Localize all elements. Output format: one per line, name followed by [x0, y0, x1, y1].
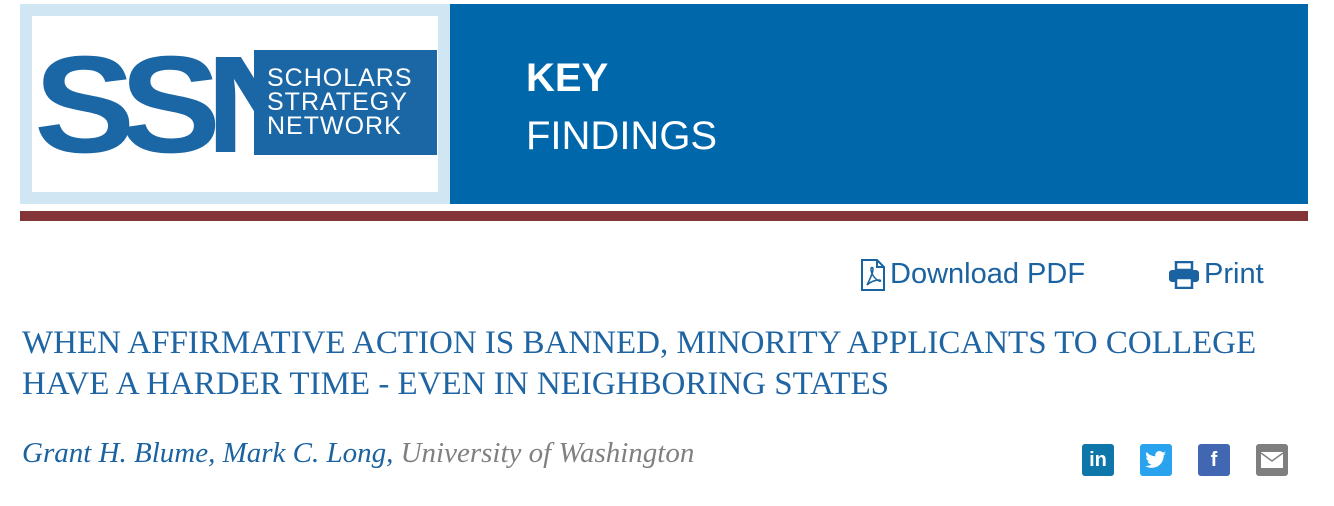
header-title-line2: FINDINGS — [526, 114, 718, 158]
article-title: WHEN AFFIRMATIVE ACTION IS BANNED, MINOR… — [22, 325, 1257, 402]
header-title-line1: KEY — [526, 56, 609, 100]
facebook-icon: f — [1210, 448, 1218, 471]
logo-frame: SSN SCHOLARS STRATEGY NETWORK — [20, 4, 450, 204]
printer-icon — [1169, 260, 1199, 289]
divider-bar — [20, 211, 1308, 221]
download-pdf-label: Download PDF — [890, 258, 1086, 290]
logo-line: STRATEGY — [267, 88, 408, 116]
logo-wordmark: SCHOLARS STRATEGY NETWORK — [254, 50, 437, 155]
logo-line: SCHOLARS — [267, 64, 413, 92]
authors: Grant H. Blume, Mark C. Long, — [22, 437, 394, 469]
affiliation: University of Washington — [400, 437, 695, 469]
pdf-file-icon — [861, 258, 885, 291]
email-share-button[interactable] — [1256, 444, 1288, 476]
print-link[interactable]: Print — [1168, 258, 1264, 291]
author-line: Grant H. Blume, Mark C. Long, University… — [22, 437, 694, 470]
logo-line: NETWORK — [267, 112, 402, 140]
linkedin-icon: in — [1089, 448, 1107, 471]
ssn-logo[interactable]: SSN SCHOLARS STRATEGY NETWORK — [32, 16, 438, 192]
header-banner: KEY FINDINGS — [450, 4, 1308, 204]
twitter-share-button[interactable] — [1140, 444, 1172, 476]
envelope-icon — [1261, 452, 1283, 468]
download-pdf-link[interactable]: Download PDF — [860, 258, 1085, 291]
twitter-bird-icon — [1145, 451, 1166, 468]
print-label: Print — [1204, 258, 1264, 290]
facebook-share-button[interactable]: f — [1198, 444, 1230, 476]
linkedin-share-button[interactable]: in — [1082, 444, 1114, 476]
